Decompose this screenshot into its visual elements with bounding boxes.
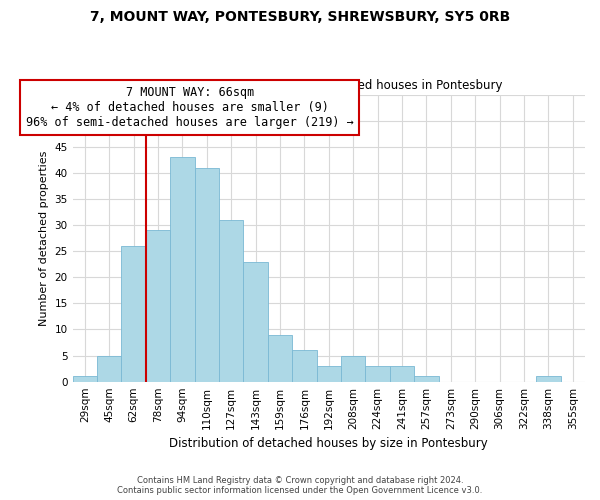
Title: Size of property relative to detached houses in Pontesbury: Size of property relative to detached ho… <box>155 79 503 92</box>
Bar <box>341 356 365 382</box>
Bar <box>121 246 146 382</box>
Bar <box>73 376 97 382</box>
Bar <box>317 366 341 382</box>
Text: Contains HM Land Registry data © Crown copyright and database right 2024.
Contai: Contains HM Land Registry data © Crown c… <box>118 476 482 495</box>
Bar <box>170 157 194 382</box>
Bar <box>268 334 292 382</box>
Bar <box>414 376 439 382</box>
Bar <box>292 350 317 382</box>
Bar <box>244 262 268 382</box>
Y-axis label: Number of detached properties: Number of detached properties <box>39 150 49 326</box>
X-axis label: Distribution of detached houses by size in Pontesbury: Distribution of detached houses by size … <box>169 437 488 450</box>
Text: 7 MOUNT WAY: 66sqm
← 4% of detached houses are smaller (9)
96% of semi-detached : 7 MOUNT WAY: 66sqm ← 4% of detached hous… <box>26 86 353 129</box>
Bar <box>536 376 560 382</box>
Text: 7, MOUNT WAY, PONTESBURY, SHREWSBURY, SY5 0RB: 7, MOUNT WAY, PONTESBURY, SHREWSBURY, SY… <box>90 10 510 24</box>
Bar <box>365 366 390 382</box>
Bar <box>97 356 121 382</box>
Bar <box>219 220 244 382</box>
Bar <box>194 168 219 382</box>
Bar <box>146 230 170 382</box>
Bar <box>390 366 414 382</box>
